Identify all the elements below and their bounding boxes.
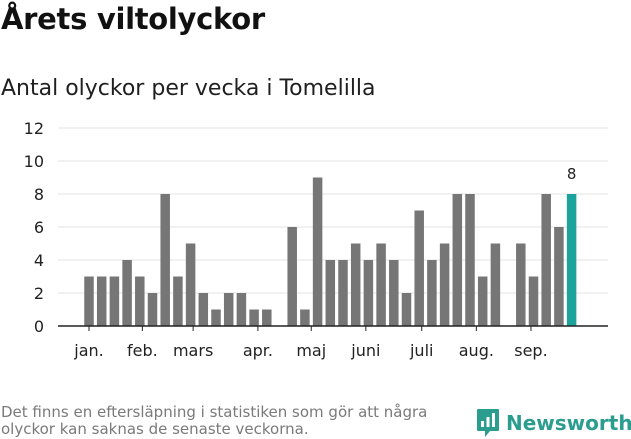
footer-note: Det finns en eftersläpning i statistiken… — [1, 403, 428, 438]
bar — [236, 293, 247, 326]
bar — [262, 309, 272, 326]
month-label: feb. — [127, 341, 158, 360]
bar — [185, 243, 196, 326]
bar — [554, 227, 564, 326]
bar — [147, 293, 158, 326]
bar — [96, 276, 107, 326]
bar — [122, 260, 132, 326]
bar — [414, 210, 424, 326]
month-label: maj — [296, 341, 326, 360]
month-label: aug. — [459, 341, 494, 360]
bar — [135, 276, 145, 326]
bar — [401, 293, 412, 326]
y-tick-label: 4 — [34, 251, 44, 270]
newsworthy-logo-icon — [477, 409, 499, 437]
bar — [427, 260, 437, 326]
bar — [84, 276, 94, 326]
month-label: apr. — [243, 341, 273, 360]
bar — [389, 260, 399, 326]
bar — [477, 276, 488, 326]
month-label: sep. — [514, 341, 547, 360]
y-tick-label: 6 — [34, 218, 44, 237]
bar — [452, 194, 463, 326]
bar — [516, 243, 526, 326]
y-tick-label: 0 — [34, 317, 44, 336]
month-label: juni — [350, 341, 380, 360]
bar — [300, 309, 310, 326]
data-labels: 8 — [567, 165, 577, 183]
y-tick-label: 2 — [34, 284, 44, 303]
bar — [312, 177, 323, 326]
bar — [325, 260, 336, 326]
bar — [338, 260, 348, 326]
bar — [528, 276, 539, 326]
month-label: jan. — [73, 341, 103, 360]
y-tick-label: 8 — [34, 185, 44, 204]
bar — [376, 243, 386, 326]
brand-name: Newsworthy — [506, 411, 631, 435]
bar — [363, 260, 374, 326]
y-tick-label: 12 — [24, 119, 44, 138]
bar — [173, 276, 183, 326]
bar — [439, 243, 450, 326]
month-label: juli — [409, 341, 433, 360]
bar — [287, 227, 297, 326]
bars — [84, 177, 577, 326]
month-label: mars — [173, 341, 213, 360]
bar — [465, 194, 475, 326]
y-tick-label: 10 — [24, 152, 44, 171]
brand-logo[interactable]: Newsworthy — [476, 408, 631, 438]
bar — [541, 194, 551, 326]
bar-chart: 0 2 4 6 8 10 12 jan. feb. mars apr. maj juni juli aug… — [24, 119, 608, 360]
bar — [350, 243, 361, 326]
y-axis-ticks: 0 2 4 6 8 10 12 — [24, 119, 44, 336]
bar — [490, 243, 501, 326]
bar — [223, 293, 234, 326]
chart-subtitle: Antal olyckor per vecka i Tomelilla — [1, 76, 376, 101]
chart-title: Årets viltolyckor — [1, 2, 265, 36]
x-axis: jan. feb. mars apr. maj juni juli aug. sep. — [58, 325, 608, 360]
bar — [249, 309, 259, 326]
bar — [211, 309, 221, 326]
bar-highlight — [566, 194, 577, 326]
highlight-data-label: 8 — [567, 165, 577, 183]
bar — [109, 276, 120, 326]
bar — [160, 194, 170, 326]
bar — [198, 293, 209, 326]
